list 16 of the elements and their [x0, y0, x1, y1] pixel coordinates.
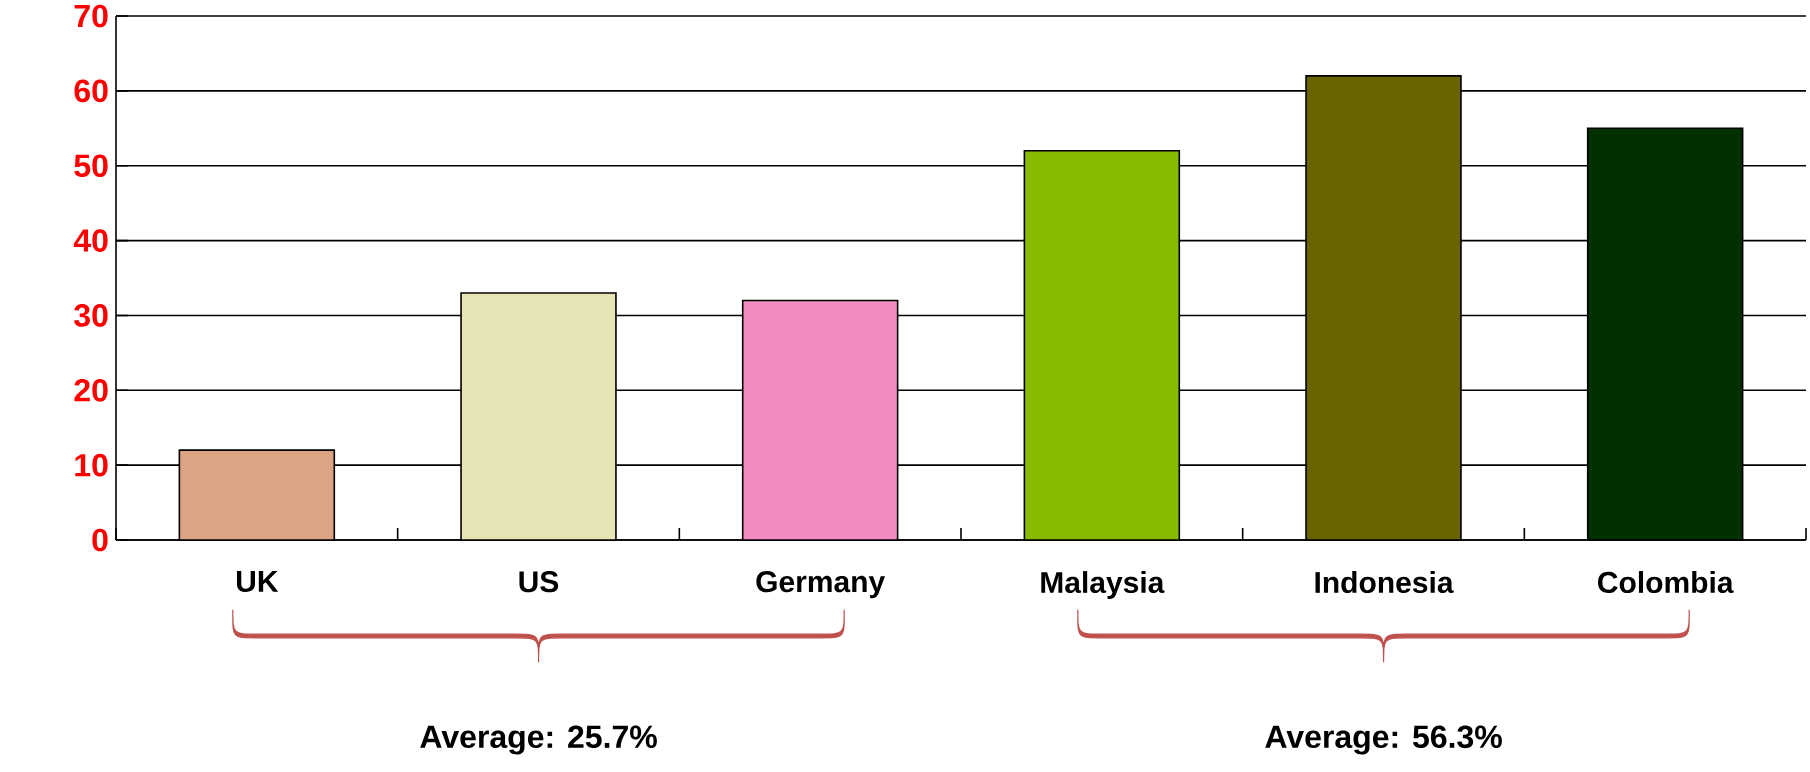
y-tick-label: 10 [75, 453, 108, 477]
x-tick-label: Indonesia [1315, 571, 1454, 594]
text: Average: 25.7% [420, 725, 657, 755]
x-tick-label: UK [236, 571, 279, 592]
y-tick-label: 20 [74, 378, 108, 402]
x-tick-label: Malaysia [1041, 571, 1165, 600]
x-tick-label: Germany [756, 571, 886, 599]
y-tick-label: 60 [74, 79, 108, 103]
x-tick-label: US [519, 571, 559, 593]
y-tick-label: 30 [74, 304, 108, 327]
y-tick-label: 40 [73, 229, 108, 252]
y-tick-label: 50 [74, 154, 108, 178]
x-tick-label: Colombia [1598, 571, 1734, 594]
y-tick-label: 0 [92, 528, 108, 552]
y-tick-label: 70 [74, 4, 108, 28]
text: Average: 56.3% [1265, 725, 1502, 755]
